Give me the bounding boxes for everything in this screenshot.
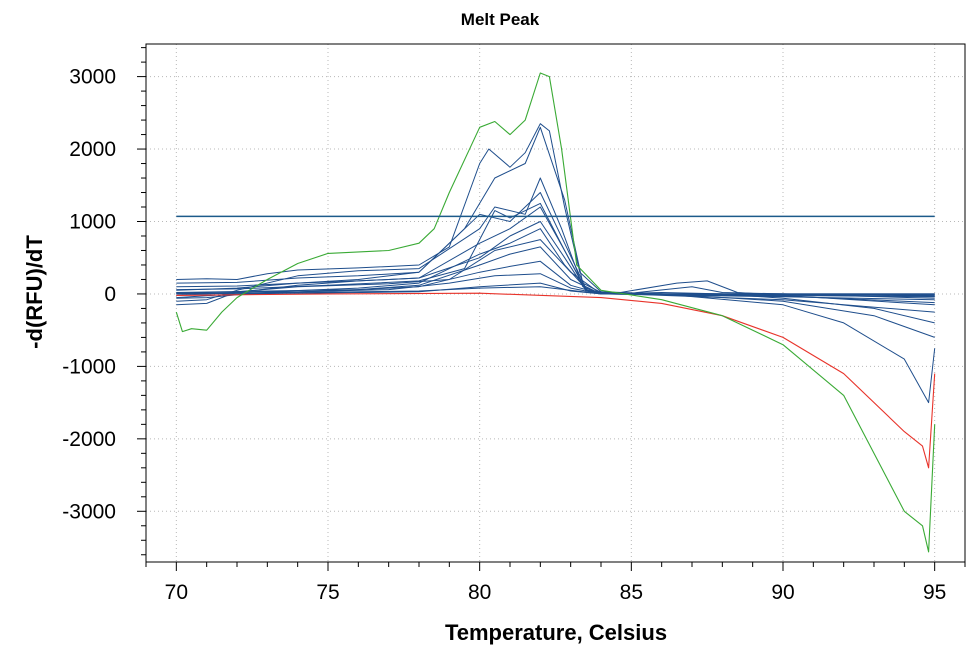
melt-curve-blue: [176, 123, 936, 404]
plot-area-frame: [145, 43, 966, 563]
y-tick-label: 2000: [69, 138, 116, 161]
melt-curve-green: [175, 72, 936, 553]
melt-curve-blue: [176, 192, 935, 313]
y-tick-label: 3000: [69, 66, 116, 89]
axis-ticks: 70 75 80 85 90 95 -3000 -2000 -1000 0 1000 2000 3000: [62, 47, 966, 604]
x-tick-label: 85: [620, 581, 643, 604]
chart-title: Melt Peak: [461, 10, 540, 29]
y-tick-label: -3000: [62, 500, 116, 523]
x-axis-label: Temperature, Celsius: [445, 620, 667, 645]
melt-curve-red: [176, 292, 936, 469]
y-tick-label: -2000: [62, 428, 116, 451]
x-tick-label: 80: [468, 581, 491, 604]
x-tick-label: 95: [923, 581, 946, 604]
y-axis-label: -d(RFU)/dT: [22, 235, 47, 349]
x-tick-label: 75: [316, 581, 339, 604]
melt-curve-blue: [176, 206, 935, 306]
y-tick-label: 0: [104, 283, 116, 306]
x-tick-label: 90: [771, 581, 794, 604]
melt-curve-blue: [176, 286, 935, 299]
series-group: [175, 72, 936, 553]
x-tick-label: 70: [165, 581, 188, 604]
y-tick-label: -1000: [62, 355, 116, 378]
y-tick-label: 1000: [69, 210, 116, 233]
melt-curve-blue: [176, 202, 935, 304]
melt-curve-blue: [176, 228, 935, 299]
